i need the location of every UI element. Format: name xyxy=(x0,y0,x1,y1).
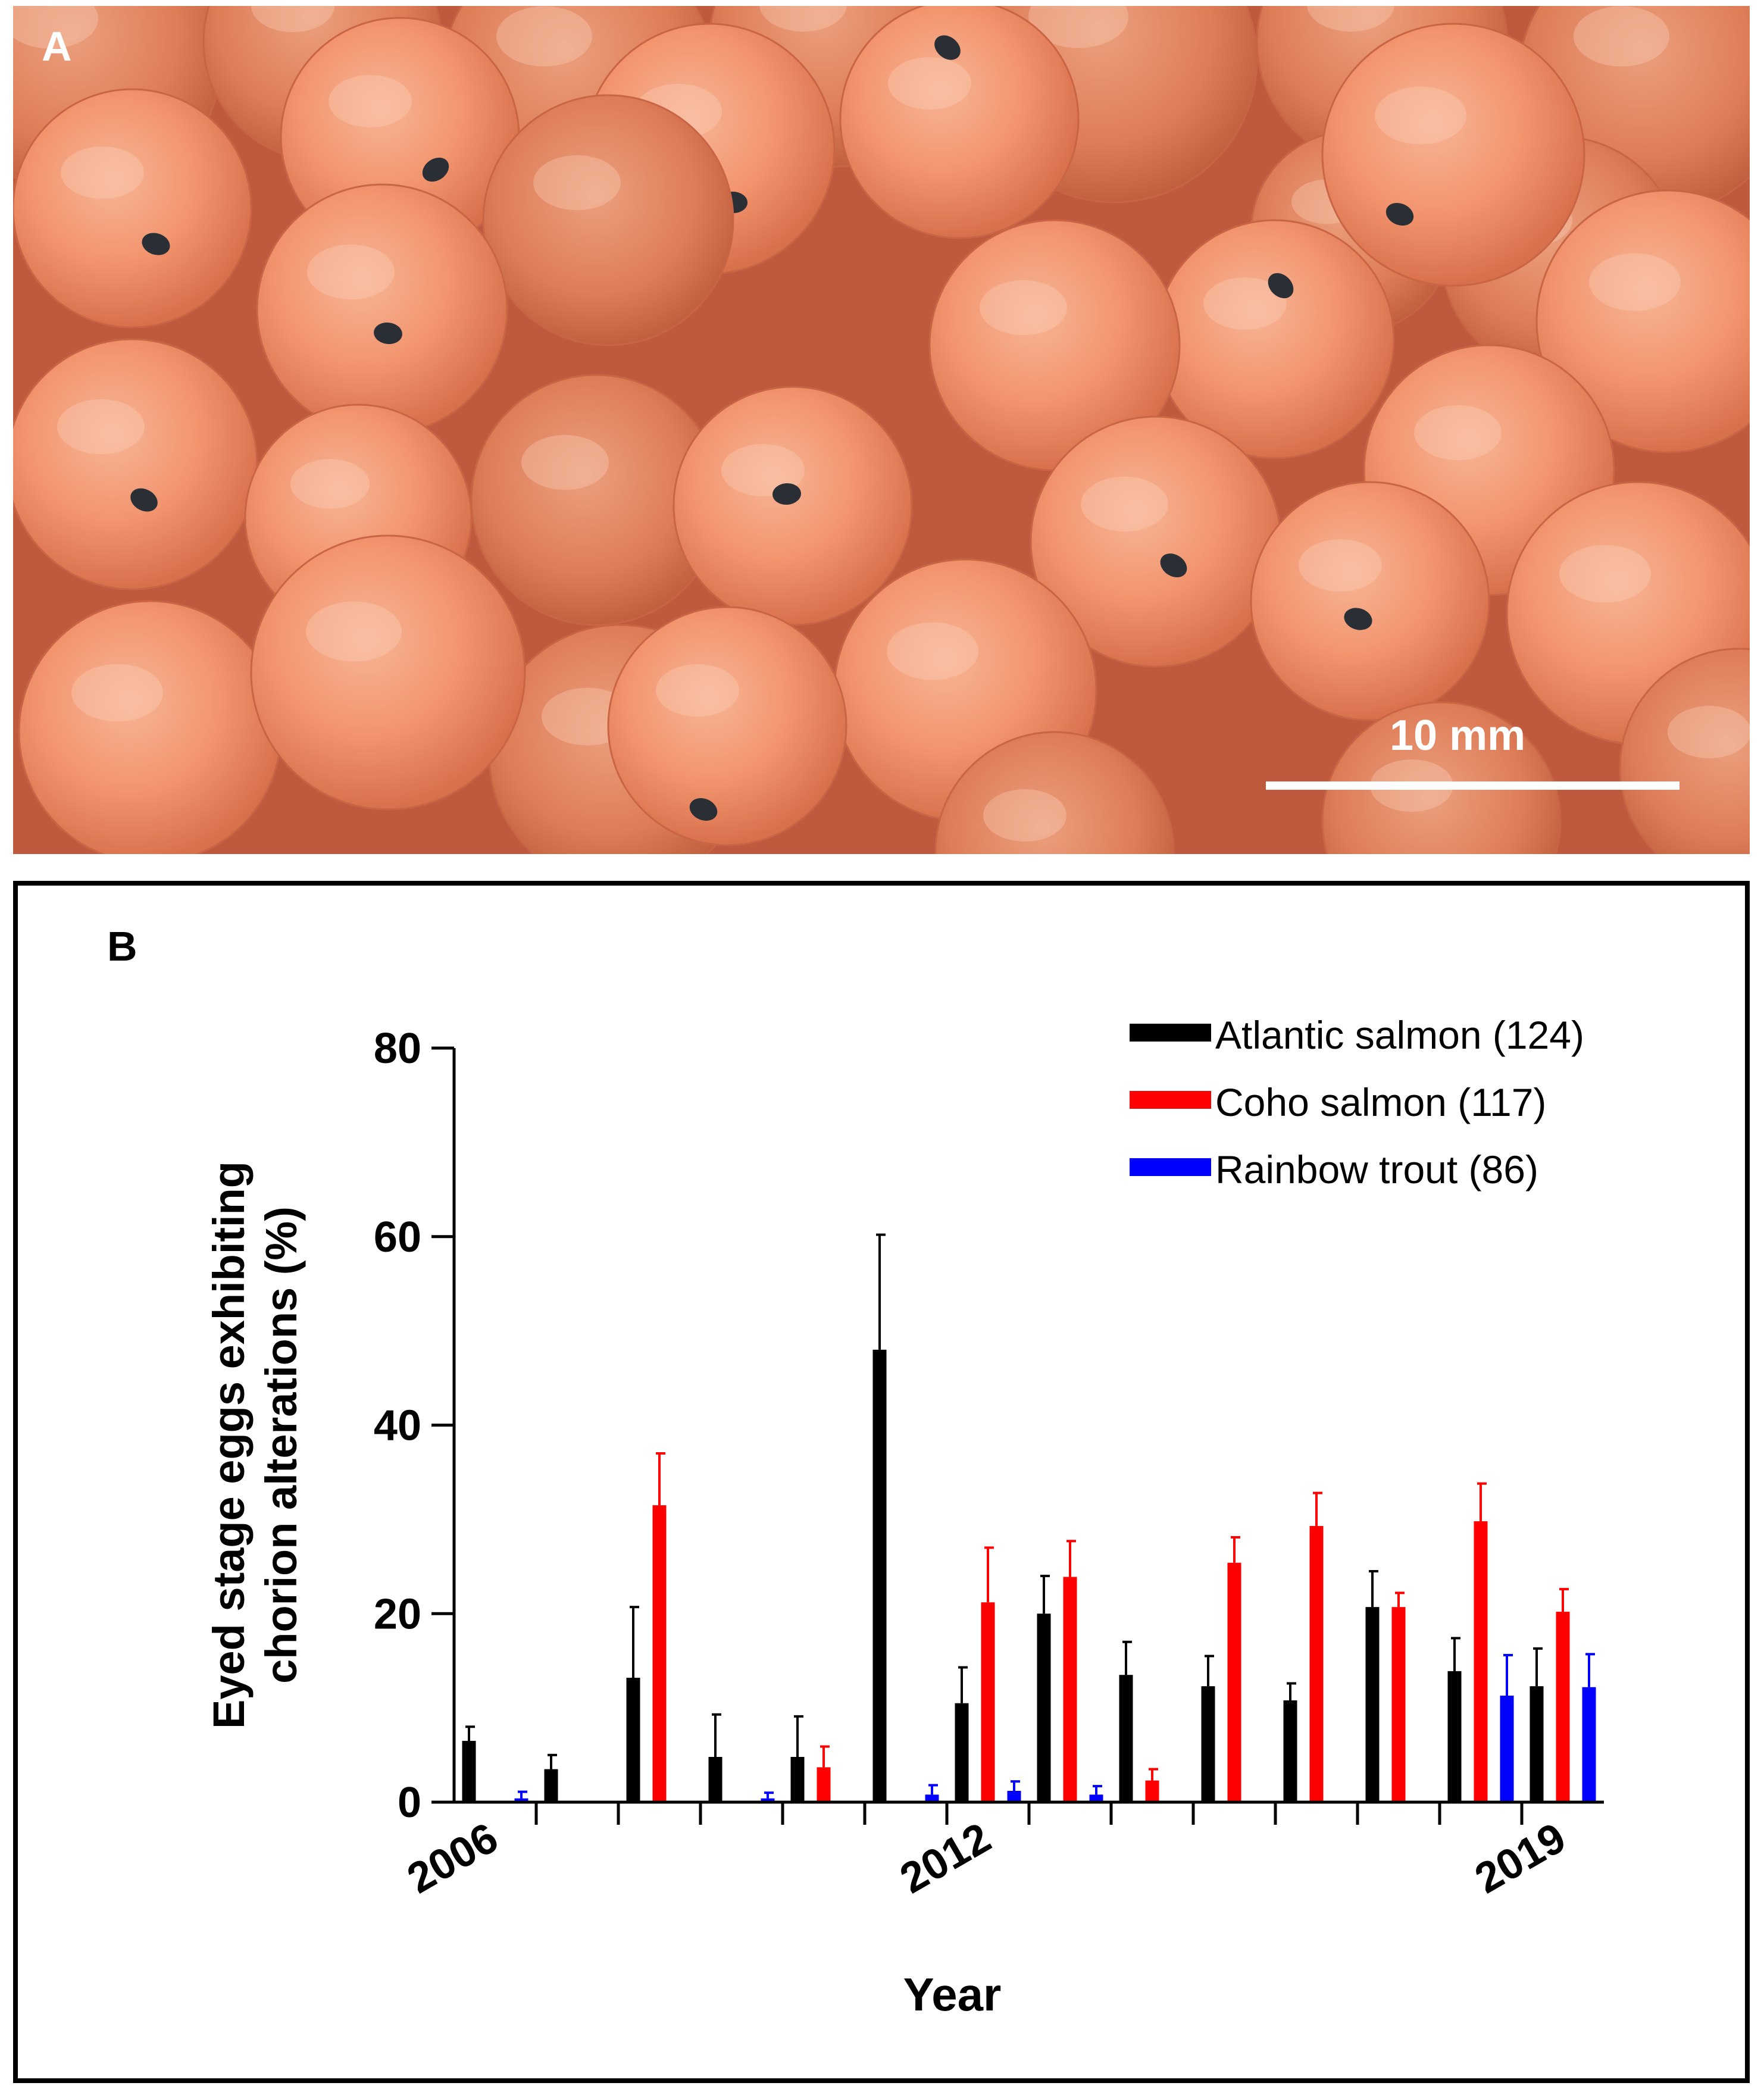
x-tick-label: 2012 xyxy=(892,1814,999,1903)
series-1 xyxy=(652,1452,1570,1802)
salmon-egg xyxy=(13,338,258,590)
salmon-egg xyxy=(1155,219,1395,459)
bar xyxy=(872,1349,887,1802)
salmon-egg xyxy=(18,600,282,854)
y-tick-label: 0 xyxy=(398,1779,421,1827)
embryo-eye-spot xyxy=(130,488,158,512)
bar xyxy=(652,1505,667,1802)
salmon-egg xyxy=(607,606,847,846)
bar xyxy=(626,1677,640,1802)
salmon-egg xyxy=(256,183,508,436)
bar xyxy=(1007,1790,1021,1802)
bar xyxy=(1474,1521,1488,1802)
bar xyxy=(1365,1607,1380,1802)
scale-bar-label: 10 mm xyxy=(1390,712,1526,759)
salmon-egg xyxy=(839,6,1080,239)
salmon-egg xyxy=(1535,189,1750,454)
bar xyxy=(1145,1780,1159,1802)
legend-label: Atlantic salmon (124) xyxy=(1215,1013,1584,1057)
embryo-eye-spot xyxy=(422,157,449,182)
legend: Atlantic salmon (124) Coho salmon (117) Ra… xyxy=(1130,1013,1584,1192)
y-tick-label: 40 xyxy=(374,1402,421,1450)
salmon-egg xyxy=(13,88,252,329)
bar xyxy=(1500,1696,1514,1802)
bar xyxy=(790,1756,805,1802)
x-tick-label: 2006 xyxy=(399,1814,506,1903)
legend-swatch xyxy=(1130,1024,1211,1042)
embryo-eye-spot xyxy=(374,322,402,345)
bar xyxy=(955,1703,969,1802)
bar xyxy=(462,1741,476,1802)
bar xyxy=(1447,1671,1462,1802)
bar xyxy=(1063,1577,1077,1802)
bar xyxy=(1283,1700,1297,1802)
y-tick-label: 60 xyxy=(374,1214,421,1261)
embryo-eye-spot xyxy=(934,35,961,60)
embryo-eye-spot xyxy=(772,483,801,505)
legend-swatch xyxy=(1130,1091,1211,1109)
legend-label: Rainbow trout (86) xyxy=(1215,1147,1538,1192)
panel-a-label: A xyxy=(42,23,72,70)
legend-label: Coho salmon (117) xyxy=(1215,1080,1546,1124)
salmon-egg xyxy=(1619,648,1750,854)
bar xyxy=(1391,1607,1406,1802)
bar xyxy=(1556,1612,1570,1802)
chart-panel: 0 20 40 60 80 2006 2012 2019 Year Eyed stage eggs… xyxy=(13,881,1750,2083)
bar xyxy=(817,1767,831,1802)
embryo-eye-spot xyxy=(1385,202,1414,226)
embryo-eye-spot xyxy=(1160,554,1187,577)
salmon-egg xyxy=(1030,415,1282,668)
x-axis-title: Year xyxy=(903,1968,1002,2021)
bar xyxy=(1227,1562,1241,1802)
embryo-eye-spot xyxy=(1268,273,1294,299)
embryo-eye-spot xyxy=(689,798,718,821)
y-axis-title-line: chorion alterations (%) xyxy=(257,1206,306,1684)
embryo-eye-spot xyxy=(1344,608,1372,630)
bar xyxy=(1309,1525,1324,1802)
bar xyxy=(544,1769,558,1802)
salmon-egg xyxy=(673,386,913,626)
y-axis-title: Eyed stage eggs exhibitingchorion altera… xyxy=(204,1161,306,1729)
bar xyxy=(708,1756,723,1802)
y-tick-label: 20 xyxy=(374,1590,421,1638)
bar xyxy=(981,1602,995,1802)
bar xyxy=(1201,1686,1215,1802)
bar xyxy=(1582,1687,1596,1802)
egg-photo-illustration xyxy=(13,6,1750,854)
salmon-egg xyxy=(1250,481,1490,721)
bar xyxy=(514,1798,528,1802)
bar-chart: 0 20 40 60 80 2006 2012 2019 Year Eyed stage eggs… xyxy=(204,1013,1604,2021)
bar xyxy=(1089,1794,1103,1802)
bar xyxy=(925,1794,939,1802)
bar xyxy=(1530,1686,1544,1802)
egg-photograph xyxy=(13,6,1750,854)
salmon-egg xyxy=(482,94,734,346)
series-0 xyxy=(462,1233,1544,1802)
salmon-egg xyxy=(250,534,526,811)
salmon-egg xyxy=(1321,23,1585,287)
salmon-egg xyxy=(928,219,1181,471)
salmon-egg xyxy=(934,731,1175,854)
bar xyxy=(1119,1675,1133,1802)
y-axis-title-line: Eyed stage eggs exhibiting xyxy=(204,1161,254,1729)
panel-b-label: B xyxy=(107,923,137,970)
bar xyxy=(761,1798,775,1802)
embryo-eye-spot xyxy=(142,233,170,255)
salmon-egg xyxy=(470,374,723,626)
series-2 xyxy=(514,1653,1596,1802)
bar xyxy=(1037,1613,1051,1802)
x-tick-label: 2019 xyxy=(1467,1814,1574,1903)
legend-swatch xyxy=(1130,1158,1211,1176)
y-tick-label: 80 xyxy=(374,1025,421,1072)
